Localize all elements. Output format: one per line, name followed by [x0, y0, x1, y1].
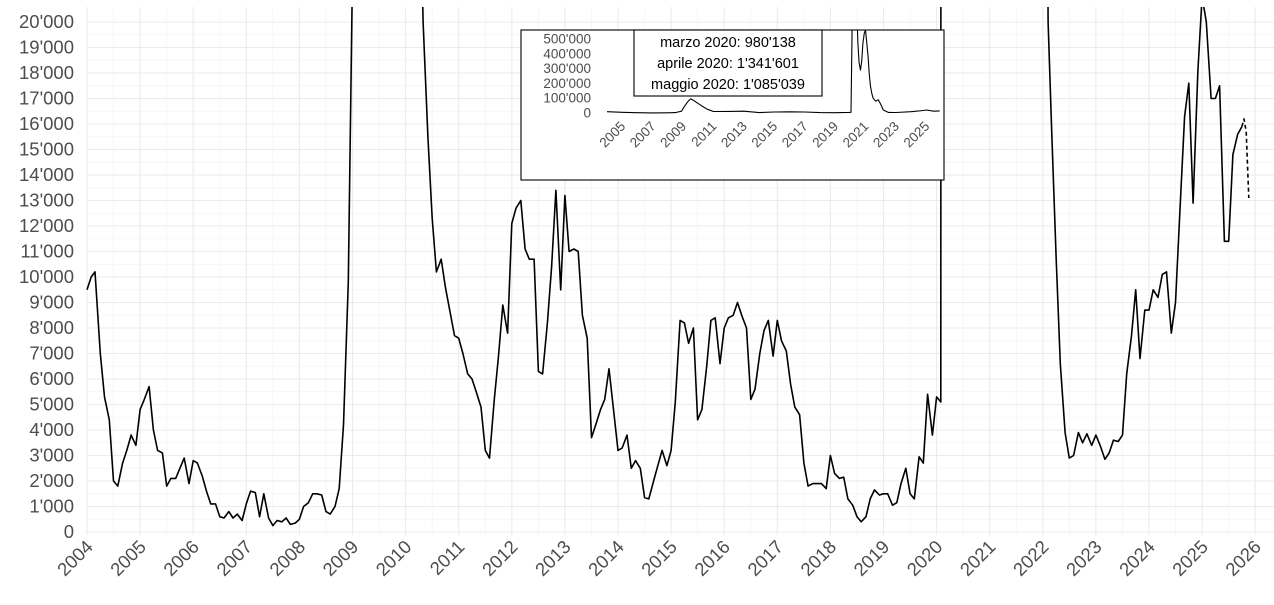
- y-tick-label: 12'000: [19, 215, 74, 236]
- x-axis-labels: 2004 2005 2006 2007 2008 2009 2010 2011 2012 2013…: [53, 536, 1265, 580]
- x-tick-label: 2025: [1168, 536, 1212, 580]
- inset-y-tick-label: 0: [583, 106, 591, 121]
- inset-chart: 0100'000200'000300'000400'000500'0002005…: [520, 29, 945, 181]
- x-tick-label: 2022: [1009, 536, 1053, 580]
- x-tick-label: 2014: [584, 536, 628, 580]
- y-tick-label: 8'000: [29, 317, 74, 338]
- x-tick-label: 2026: [1221, 536, 1265, 580]
- inset-y-tick-label: 500'000: [543, 32, 591, 47]
- x-tick-label: 2011: [426, 536, 469, 579]
- inset-y-tick-label: 400'000: [543, 46, 591, 61]
- x-tick-label: 2013: [531, 536, 575, 580]
- forecast-line: [1241, 118, 1250, 199]
- inset-y-tick-label: 300'000: [543, 61, 591, 76]
- x-tick-label: 2016: [690, 536, 734, 580]
- x-tick-label: 2020: [902, 536, 946, 580]
- x-tick-label: 2023: [1062, 536, 1106, 580]
- y-tick-label: 2'000: [29, 470, 74, 491]
- annotation-text: aprile 2020: 1'341'601: [657, 56, 799, 72]
- y-tick-label: 16'000: [19, 113, 74, 134]
- y-tick-label: 13'000: [19, 190, 74, 211]
- y-tick-label: 10'000: [19, 266, 74, 287]
- y-tick-label: 17'000: [19, 88, 74, 109]
- x-tick-label: 2018: [796, 536, 840, 580]
- inset-series-layer: [606, 30, 940, 114]
- x-tick-label: 2005: [106, 536, 150, 580]
- x-tick-label: 2007: [212, 536, 256, 580]
- x-tick-label: 2015: [637, 536, 681, 580]
- y-tick-label: 20'000: [19, 11, 74, 32]
- x-tick-label: 2024: [1115, 536, 1159, 580]
- x-tick-label: 2009: [318, 536, 362, 580]
- x-tick-label: 2021: [956, 536, 1000, 580]
- x-tick-label: 2004: [53, 536, 97, 580]
- grid-lines: [86, 7, 1274, 535]
- data-line: [86, 7, 1243, 527]
- x-tick-label: 2019: [849, 536, 893, 580]
- inset-y-tick-label: 100'000: [543, 91, 591, 106]
- y-tick-label: 1'000: [29, 496, 74, 517]
- x-tick-label: 2017: [743, 536, 787, 580]
- y-tick-label: 18'000: [19, 62, 74, 83]
- y-tick-label: 4'000: [29, 419, 74, 440]
- y-tick-label: 15'000: [19, 139, 74, 160]
- y-tick-label: 0: [64, 521, 74, 542]
- y-axis-labels: 0 1'000 2'000 3'000 4'000 5'000 6'000 7'000 8'00…: [19, 11, 74, 542]
- y-tick-label: 19'000: [19, 37, 74, 58]
- series-layer: [86, 7, 1250, 527]
- annotation-box: [633, 29, 823, 97]
- annotation-text: maggio 2020: 1'085'039: [651, 77, 805, 93]
- y-tick-label: 5'000: [29, 394, 74, 415]
- x-tick-label: 2008: [265, 536, 309, 580]
- annotation-text: marzo 2020: 980'138: [660, 35, 796, 51]
- x-tick-label: 2012: [478, 536, 522, 580]
- x-tick-label: 2006: [159, 536, 203, 580]
- y-tick-label: 9'000: [29, 292, 74, 313]
- y-tick-label: 14'000: [19, 164, 74, 185]
- y-tick-label: 7'000: [29, 343, 74, 364]
- y-tick-label: 3'000: [29, 445, 74, 466]
- y-tick-label: 11'000: [20, 241, 74, 262]
- inset-y-tick-label: 200'000: [543, 76, 591, 91]
- y-tick-label: 6'000: [29, 368, 74, 389]
- x-tick-label: 2010: [371, 536, 415, 580]
- inset-data-line: [606, 30, 940, 114]
